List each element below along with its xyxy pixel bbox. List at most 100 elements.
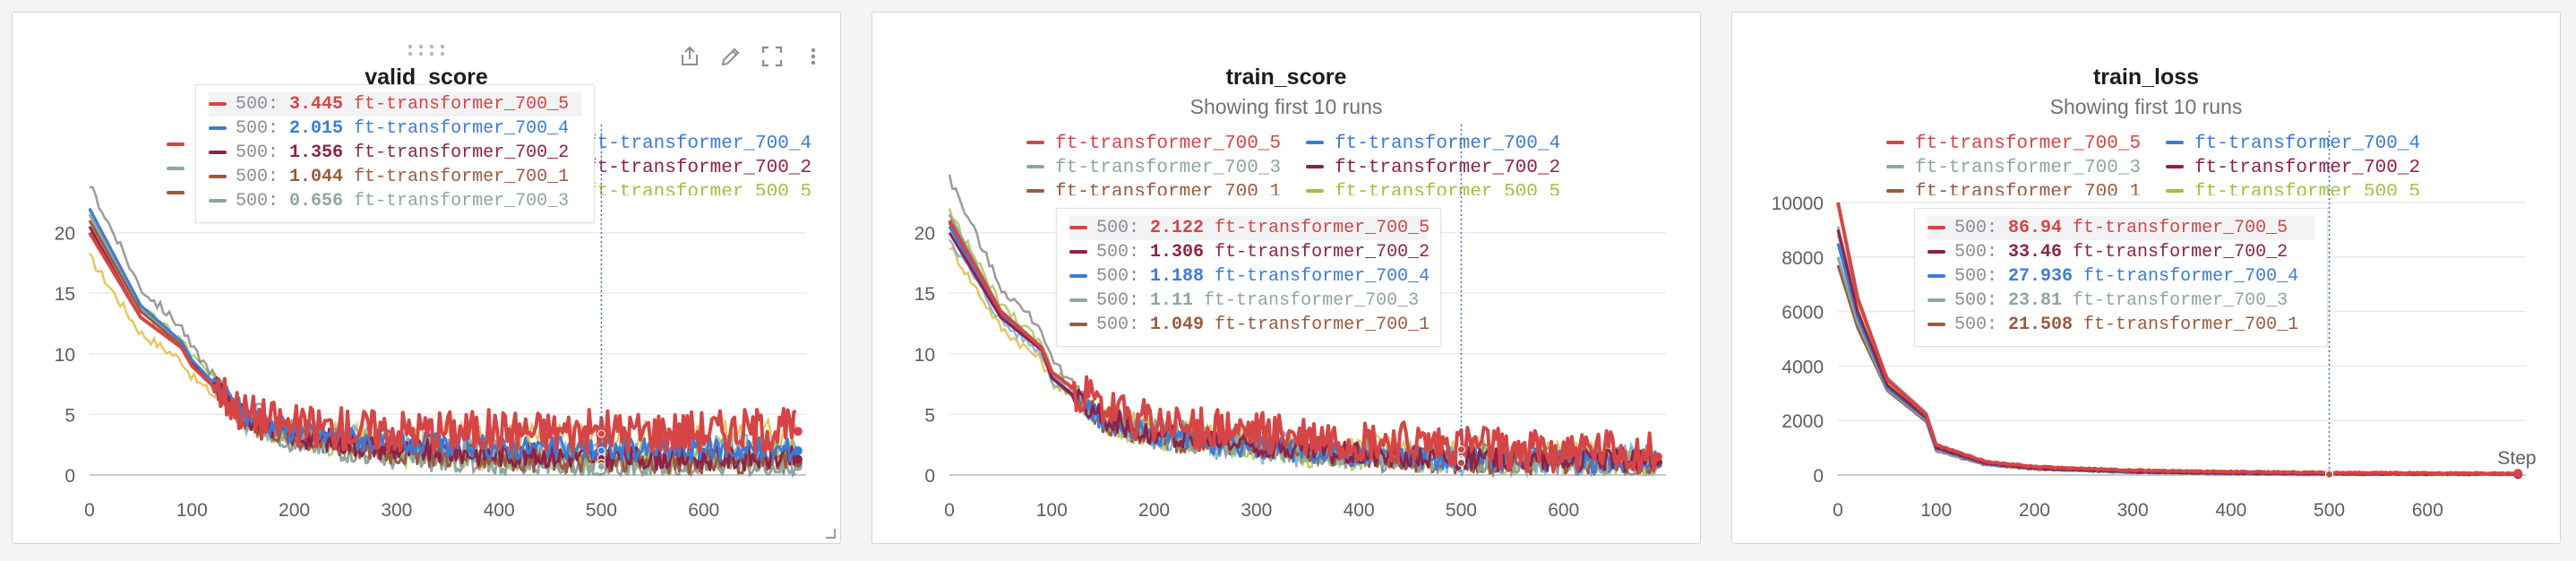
tooltip-step: 500: — [1096, 242, 1151, 263]
tooltip-value: 1.049 — [1150, 315, 1205, 335]
tooltip-run-name: ft-transformer_700_4 — [2083, 266, 2299, 287]
hover-tooltip: 500: 86.94 ft-transformer_700_5 500: 33.4… — [1914, 208, 2328, 347]
y-tick-label: 15 — [914, 284, 935, 305]
legend-swatch — [1886, 189, 1904, 194]
chart-panel-train-score[interactable]: train_score Showing first 10 runs ft-tra… — [872, 12, 1701, 544]
tooltip-run-name: ft-transformer_700_5 — [1215, 218, 1430, 238]
y-tick-label: 8000 — [1782, 248, 1824, 269]
legend-item[interactable]: ft-transformer_500_5 — [586, 181, 811, 195]
tooltip-swatch — [1928, 225, 1945, 229]
x-tick-label: 600 — [1548, 500, 1579, 521]
x-tick-label: 100 — [1920, 500, 1952, 521]
y-tick-label: 2000 — [1782, 411, 1824, 432]
tooltip-value: 33.46 — [2008, 242, 2063, 263]
tooltip-swatch — [1069, 273, 1087, 278]
tooltip-swatch — [1069, 298, 1087, 302]
resize-handle-icon[interactable] — [824, 527, 837, 539]
series-end-point — [793, 445, 803, 455]
tooltip-value: 2.015 — [289, 118, 344, 139]
x-tick-label: 600 — [688, 500, 719, 521]
tooltip-value: 27.936 — [2008, 266, 2074, 287]
legend-item[interactable]: ft-transformer_700_3 — [1026, 157, 1281, 180]
tooltip-row: 500: 0.656 ft-transformer_700_3 — [209, 189, 581, 213]
tooltip-row: 500: 33.46 ft-transformer_700_2 — [1928, 240, 2314, 264]
more-icon[interactable] — [799, 42, 828, 71]
tooltip-swatch — [209, 101, 227, 106]
tooltip-run-name: ft-transformer_700_4 — [354, 118, 570, 139]
legend-item[interactable]: ft-transformer_700_5 — [1886, 133, 2141, 156]
tooltip-run-name: ft-transformer_700_3 — [2073, 290, 2288, 311]
legend-item[interactable]: ft-transformer_700_1 — [1026, 181, 1281, 195]
tooltip-step: 500: — [1954, 218, 2009, 238]
tooltip-row: 500: 27.936 ft-transformer_700_4 — [1928, 264, 2314, 289]
tooltip-value: 1.306 — [1150, 242, 1205, 263]
edit-icon[interactable] — [717, 42, 745, 71]
share-icon[interactable] — [675, 42, 704, 71]
y-tick-label: 15 — [55, 284, 75, 305]
fullscreen-icon[interactable] — [758, 42, 786, 71]
legend-item[interactable]: ft-transformer_700_2 — [2166, 157, 2420, 180]
tooltip-run-name: ft-transformer_700_1 — [2083, 315, 2299, 335]
legend-label: ft-transformer_700_5 — [1055, 134, 1282, 154]
legend-swatch — [167, 191, 185, 194]
legend-label: ft-transformer_700_4 — [1335, 134, 1561, 154]
x-tick-label: 300 — [2117, 500, 2149, 521]
legend-label: ft-transformer_500_5 — [2194, 182, 2421, 203]
legend-item[interactable]: ft-transformer_700_5 — [1026, 133, 1281, 156]
legend-label: ft-transformer_700_2 — [1335, 158, 1561, 178]
legend-swatch — [2166, 189, 2184, 194]
line-chart[interactable]: 0 2000 4000 6000 8000 10000 0 100 200 300 400 500 60… — [1732, 13, 2562, 545]
tooltip-value: 21.508 — [2008, 315, 2074, 335]
panel-title: train_score — [1225, 65, 1347, 90]
x-tick-label: 100 — [1036, 500, 1068, 521]
tooltip-step: 500: — [1096, 290, 1151, 311]
chart-panel-valid-score[interactable]: valid_score ft-transformer_700_4 ft-trans… — [12, 12, 841, 544]
legend: ft-transformer_700_5 ft-transformer_700_3… — [872, 124, 1702, 204]
legend-label: ft-transformer_700_3 — [1055, 158, 1282, 178]
x-tick-label: 500 — [1446, 500, 1477, 521]
legend-item[interactable]: ft-transformer_700_2 — [586, 157, 811, 180]
tooltip-swatch — [209, 150, 227, 154]
legend-item[interactable]: ft-transformer_700_4 — [586, 133, 811, 156]
drag-handle[interactable] — [405, 43, 448, 57]
legend-item[interactable]: ft-transformer_500_5 — [2166, 181, 2421, 203]
y-tick-label: 0 — [1813, 466, 1824, 487]
tooltip-run-name: ft-transformer_700_1 — [354, 167, 570, 187]
legend-label: ft-transformer_700_3 — [1915, 158, 2142, 178]
panel-subtitle: Showing first 10 runs — [2049, 95, 2243, 118]
tooltip-step: 500: — [1096, 218, 1151, 238]
series-end-point — [2513, 469, 2523, 479]
tooltip-run-name: ft-transformer_700_2 — [354, 142, 570, 163]
tooltip-row: 500: 23.81 ft-transformer_700_3 — [1928, 289, 2314, 313]
legend-item[interactable]: ft-transformer_700_2 — [1306, 157, 1560, 180]
legend-swatch — [1026, 165, 1044, 169]
tooltip-step: 500: — [236, 118, 290, 139]
tooltip-step: 500: — [236, 167, 290, 187]
legend-item[interactable]: ft-transformer_700_4 — [2166, 133, 2420, 156]
x-tick-label: 200 — [1138, 500, 1170, 521]
y-tick-label: 10 — [55, 345, 75, 366]
tooltip-run-name: ft-transformer_700_2 — [1215, 242, 1430, 263]
tooltip-swatch — [1928, 273, 1945, 278]
chart-panel-train-loss[interactable]: train_loss Showing first 10 runs ft-tran… — [1731, 12, 2561, 544]
x-tick-label: 200 — [279, 500, 310, 521]
legend-label: ft-transformer_700_1 — [1915, 182, 2142, 203]
tooltip-swatch — [1069, 249, 1087, 254]
x-tick-label: 600 — [2412, 500, 2443, 521]
tooltip-step: 500: — [1954, 242, 2009, 263]
x-tick-label: 300 — [1241, 500, 1272, 521]
tooltip-swatch — [1069, 225, 1087, 229]
legend-item[interactable]: ft-transformer_700_4 — [1306, 133, 1560, 156]
series-line — [948, 220, 1658, 475]
x-tick-label: 0 — [84, 500, 95, 521]
legend-item[interactable]: ft-transformer_500_5 — [1306, 181, 1560, 195]
tooltip-value: 86.94 — [2008, 218, 2063, 238]
series-line — [1836, 202, 2517, 476]
legend-item[interactable]: ft-transformer_700_1 — [1886, 181, 2142, 203]
legend-label: ft-transformer_700_4 — [2194, 134, 2421, 154]
tooltip-swatch — [209, 174, 227, 178]
y-tick-label: 20 — [55, 224, 75, 245]
legend-item[interactable]: ft-transformer_700_3 — [1886, 157, 2141, 180]
